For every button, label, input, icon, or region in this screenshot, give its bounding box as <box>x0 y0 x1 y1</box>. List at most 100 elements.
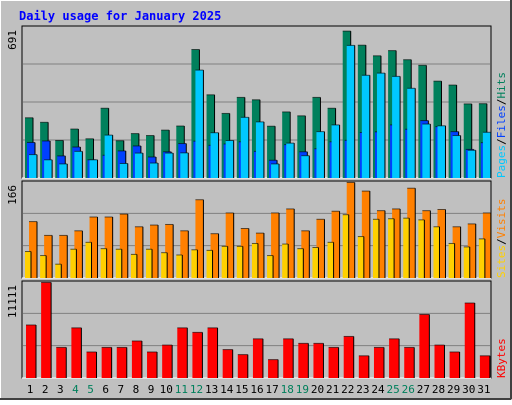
sites-bar <box>130 254 137 278</box>
day-tick-label: 26 <box>402 383 415 396</box>
pages-bar <box>89 159 98 178</box>
kbytes-bar <box>449 351 460 378</box>
pages-bar <box>29 154 37 178</box>
sites-bar <box>372 219 379 278</box>
day-tick-label: 8 <box>133 383 140 396</box>
sites-bar <box>206 250 213 278</box>
pages-bar <box>59 163 68 178</box>
kbytes-legend-kbytes: KBytes <box>495 338 508 378</box>
visits-bar <box>119 214 128 278</box>
sites-bar <box>55 264 62 278</box>
day-tick-label: 30 <box>462 383 475 396</box>
day-tick-label: 14 <box>220 383 234 396</box>
sites-bar <box>282 244 289 278</box>
kbytes-bar <box>116 347 127 378</box>
pages-bar <box>150 163 159 178</box>
sites-bar <box>403 218 410 278</box>
day-tick-label: 3 <box>57 383 64 396</box>
pages-bar <box>240 117 249 178</box>
pages-bar <box>271 163 280 178</box>
kbytes-bar <box>313 343 324 378</box>
visits-bar <box>286 208 295 278</box>
day-tick-label: 28 <box>432 383 445 396</box>
kbytes-bar <box>131 340 142 378</box>
pages-bar <box>437 125 446 178</box>
sites-bar <box>463 246 470 278</box>
pages-bar <box>482 132 491 178</box>
day-tick-label: 17 <box>266 383 279 396</box>
kbytes-bar <box>389 338 400 378</box>
kbytes-bar <box>328 347 339 378</box>
visits-bar <box>180 230 189 278</box>
day-tick-label: 23 <box>356 383 369 396</box>
day-tick-label: 7 <box>118 383 125 396</box>
day-tick-label: 4 <box>72 383 79 396</box>
pages-bar <box>225 140 234 178</box>
sites-bar <box>327 242 334 278</box>
kbytes-bar <box>298 343 309 378</box>
hits-bar <box>267 126 276 178</box>
visits-bar <box>210 233 219 278</box>
day-tick-label: 13 <box>205 383 218 396</box>
visits-bar <box>331 211 340 278</box>
kbytes-bar <box>252 338 263 378</box>
visits-ymax-label: 166 <box>6 185 19 205</box>
visits-bar <box>29 221 37 278</box>
visits-bar <box>44 235 53 278</box>
sites-bar <box>221 246 228 278</box>
sites-bar <box>267 255 274 278</box>
sites-bar <box>85 242 92 278</box>
pages-bar <box>452 135 461 178</box>
pages-bar <box>74 151 83 178</box>
pages-bar <box>119 163 128 178</box>
sites-bar <box>236 246 243 278</box>
kbytes-bar <box>343 336 354 378</box>
sites-bar <box>448 243 455 278</box>
kbytes-bar <box>268 359 279 378</box>
day-tick-label: 31 <box>477 383 490 396</box>
kbytes-bar <box>373 347 384 378</box>
hits-legend-pages: Pages <box>495 145 508 178</box>
hits-legend-files: Files <box>495 105 508 138</box>
pages-bar <box>407 88 416 178</box>
sites-bar <box>176 254 183 278</box>
visits-bar <box>240 228 249 278</box>
hits-bar <box>463 103 472 178</box>
visits-bar <box>407 188 416 278</box>
visits-bar <box>392 208 401 278</box>
visits-bar <box>422 210 431 278</box>
sites-bar <box>251 243 258 278</box>
kbytes-bar <box>162 345 173 378</box>
pages-bar <box>467 150 476 178</box>
visits-bar <box>301 230 310 278</box>
kbytes-bar <box>177 327 188 378</box>
kbytes-bar <box>404 347 415 378</box>
sites-bar <box>70 249 77 278</box>
hits-legend: Pages/Files/Hits <box>495 72 508 178</box>
visits-bar <box>452 226 461 278</box>
pages-bar <box>255 121 264 178</box>
sites-bar <box>342 214 349 278</box>
sites-bar <box>312 247 319 278</box>
chart-title: Daily usage for January 2025 <box>19 9 221 23</box>
hits-legend-separator: / <box>495 138 508 145</box>
hits-legend-separator: / <box>495 99 508 106</box>
pages-bar <box>376 73 385 178</box>
kbytes-bar <box>434 345 445 378</box>
visits-legend-separator: / <box>495 238 508 245</box>
visits-bar <box>134 226 143 278</box>
sites-bar <box>297 248 304 278</box>
sites-bar <box>418 219 425 278</box>
visits-bar <box>376 210 385 278</box>
day-tick-label: 6 <box>102 383 109 396</box>
visits-bar <box>437 209 446 278</box>
day-tick-label: 18 <box>281 383 294 396</box>
pages-bar <box>44 159 53 178</box>
kbytes-bar <box>56 347 67 378</box>
sites-bar <box>25 251 31 278</box>
hits-legend-hits: Hits <box>495 72 508 99</box>
day-tick-label: 29 <box>447 383 460 396</box>
day-tick-label: 24 <box>371 383 385 396</box>
hits-bar <box>297 115 306 178</box>
